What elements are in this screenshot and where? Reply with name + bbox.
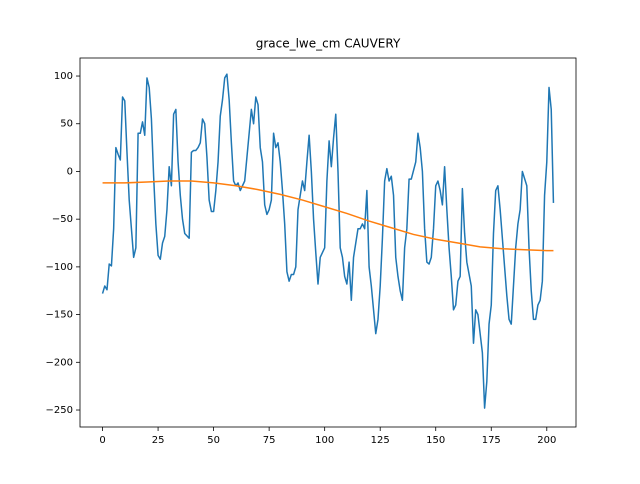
y-tick-label: −250 xyxy=(46,405,73,416)
x-tick-label: 75 xyxy=(263,435,276,446)
y-tick-label: −50 xyxy=(52,214,73,225)
x-tick-label: 175 xyxy=(482,435,501,446)
x-tick-label: 125 xyxy=(371,435,390,446)
y-tick-label: 50 xyxy=(60,119,73,130)
chart-title: grace_lwe_cm CAUVERY xyxy=(256,37,401,51)
x-tick-label: 100 xyxy=(315,435,334,446)
y-tick-label: 100 xyxy=(54,71,73,82)
y-tick-label: −100 xyxy=(46,262,73,273)
plot-frame xyxy=(79,57,577,428)
y-tick-label: −150 xyxy=(46,310,73,321)
x-tick-label: 25 xyxy=(152,435,165,446)
line-series xyxy=(101,73,555,409)
x-tick-label: 200 xyxy=(537,435,556,446)
x-tick-label: 0 xyxy=(99,435,105,446)
y-tick-label: 0 xyxy=(67,166,73,177)
line-series xyxy=(102,180,554,252)
x-tick-label: 150 xyxy=(426,435,445,446)
y-tick-label: −200 xyxy=(46,357,73,368)
x-tick-label: 50 xyxy=(207,435,220,446)
